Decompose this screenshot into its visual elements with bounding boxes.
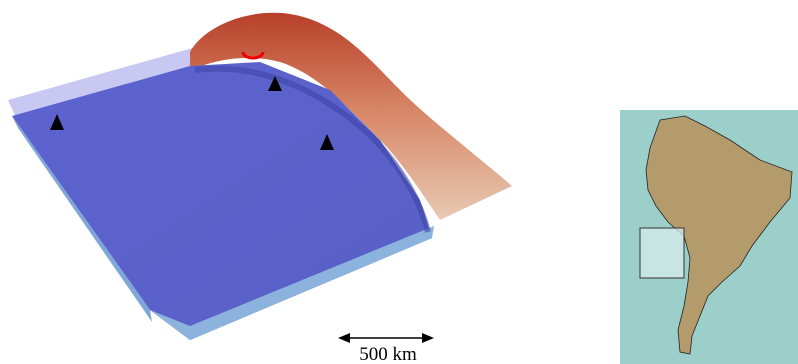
arrow-head bbox=[422, 333, 434, 343]
scale-label: 500 km bbox=[359, 344, 417, 364]
station bbox=[268, 76, 282, 91]
trench bbox=[194, 65, 431, 233]
slab-front-left bbox=[12, 116, 152, 322]
terrain bbox=[8, 12, 512, 340]
volcano-marker bbox=[241, 51, 265, 60]
inset-map bbox=[620, 110, 798, 364]
slab-front-right bbox=[150, 226, 434, 340]
water-surface bbox=[8, 47, 205, 118]
study-area bbox=[639, 227, 685, 279]
station bbox=[50, 114, 64, 130]
continent bbox=[645, 115, 793, 355]
station bbox=[320, 134, 334, 150]
arrow-head bbox=[338, 333, 350, 343]
ridge bbox=[190, 12, 512, 220]
scale-bar: 500 km bbox=[338, 333, 434, 364]
